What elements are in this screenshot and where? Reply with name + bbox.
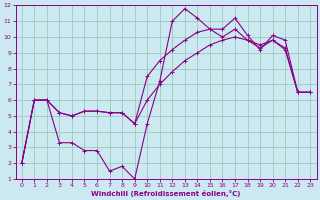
X-axis label: Windchill (Refroidissement éolien,°C): Windchill (Refroidissement éolien,°C) [91, 190, 241, 197]
